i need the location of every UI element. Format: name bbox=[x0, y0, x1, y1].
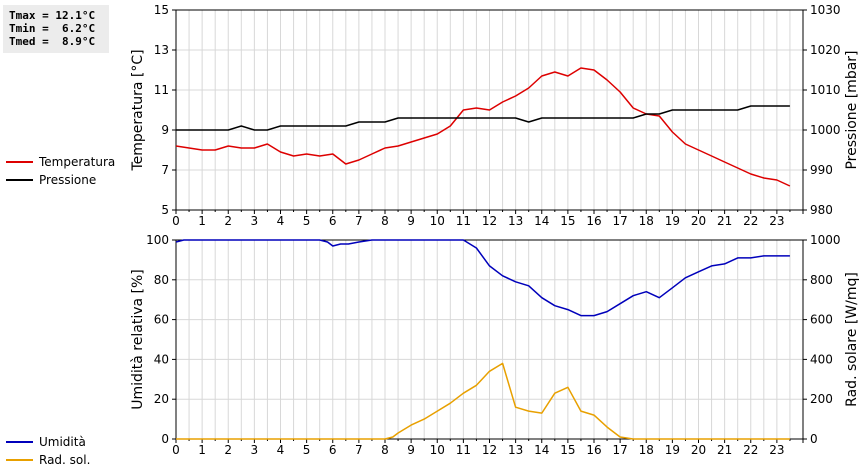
series-line-umidit bbox=[175, 239, 790, 317]
right-axis-tick-label: 1010 bbox=[810, 83, 841, 97]
right-axis-tick-label: 200 bbox=[810, 392, 833, 406]
x-axis-tick-label: 22 bbox=[743, 214, 758, 228]
legend-swatch-temperatura bbox=[6, 161, 33, 163]
x-axis-tick-label: 12 bbox=[482, 443, 497, 457]
right-axis-tick-label: 1030 bbox=[810, 3, 841, 17]
x-axis-tick-label: 23 bbox=[769, 443, 784, 457]
left-axis-tick-label: 7 bbox=[161, 163, 169, 177]
x-axis-tick-label: 7 bbox=[355, 443, 363, 457]
left-axis-tick-label: 60 bbox=[154, 313, 169, 327]
series-line-pressione bbox=[176, 105, 790, 131]
left-axis-title: Temperatura [°C] bbox=[130, 49, 146, 171]
right-axis-tick-label: 800 bbox=[810, 273, 833, 287]
legend-label-pressione: Pressione bbox=[39, 173, 97, 187]
x-axis-tick-label: 12 bbox=[482, 214, 497, 228]
x-axis-tick-label: 23 bbox=[769, 214, 784, 228]
left-axis-tick-label: 13 bbox=[154, 43, 169, 57]
x-axis-tick-label: 17 bbox=[612, 443, 627, 457]
x-axis-tick-label: 1 bbox=[198, 214, 206, 228]
x-axis-tick-label: 5 bbox=[303, 443, 311, 457]
x-axis-tick-label: 0 bbox=[172, 214, 180, 228]
x-axis-tick-label: 6 bbox=[329, 214, 337, 228]
series-line-rad-sol bbox=[176, 362, 790, 440]
x-axis-tick-label: 8 bbox=[381, 443, 389, 457]
x-axis-tick-label: 15 bbox=[560, 443, 575, 457]
legend-swatch-pressione bbox=[6, 179, 33, 181]
x-axis-tick-label: 20 bbox=[691, 443, 706, 457]
left-axis-tick-label: 11 bbox=[154, 83, 169, 97]
x-axis-tick-label: 0 bbox=[172, 443, 180, 457]
x-axis-tick-label: 3 bbox=[251, 214, 259, 228]
x-axis-tick-label: 14 bbox=[534, 214, 549, 228]
left-axis-tick-label: 40 bbox=[154, 352, 169, 366]
right-axis-tick-label: 400 bbox=[810, 352, 833, 366]
x-axis-tick-label: 22 bbox=[743, 443, 758, 457]
tmed-text: Tmed = 8.9°C bbox=[9, 35, 96, 48]
right-axis-tick-label: 990 bbox=[810, 163, 833, 177]
x-axis-tick-label: 4 bbox=[277, 443, 285, 457]
x-axis-tick-label: 11 bbox=[456, 214, 471, 228]
x-axis-tick-label: 10 bbox=[430, 214, 445, 228]
right-axis-tick-label: 1020 bbox=[810, 43, 841, 57]
right-axis-tick-label: 0 bbox=[810, 432, 818, 446]
x-axis-tick-label: 1 bbox=[198, 443, 206, 457]
left-axis-tick-label: 9 bbox=[161, 123, 169, 137]
right-axis-tick-label: 980 bbox=[810, 203, 833, 217]
left-axis-tick-label: 100 bbox=[146, 233, 169, 247]
right-axis-title: Pressione [mbar] bbox=[844, 50, 860, 169]
left-axis-tick-label: 5 bbox=[161, 203, 169, 217]
right-axis-tick-label: 600 bbox=[810, 313, 833, 327]
x-axis-tick-label: 2 bbox=[224, 214, 232, 228]
x-axis-tick-label: 6 bbox=[329, 443, 337, 457]
x-axis-tick-label: 16 bbox=[586, 214, 601, 228]
right-axis-title: Rad. solare [W/mq] bbox=[844, 272, 860, 407]
x-axis-tick-label: 19 bbox=[665, 214, 680, 228]
legend-label-umidita: Umidità bbox=[39, 435, 86, 449]
x-axis-tick-label: 10 bbox=[430, 443, 445, 457]
x-axis-tick-label: 7 bbox=[355, 214, 363, 228]
x-axis-tick-label: 11 bbox=[456, 443, 471, 457]
x-axis-tick-label: 19 bbox=[665, 443, 680, 457]
right-axis-tick-label: 1000 bbox=[810, 233, 841, 247]
x-axis-tick-label: 14 bbox=[534, 443, 549, 457]
x-axis-tick-label: 13 bbox=[508, 443, 523, 457]
x-axis-tick-label: 13 bbox=[508, 214, 523, 228]
left-axis-tick-label: 0 bbox=[161, 432, 169, 446]
left-axis-tick-label: 80 bbox=[154, 273, 169, 287]
x-axis-tick-label: 8 bbox=[381, 214, 389, 228]
x-axis-tick-label: 15 bbox=[560, 214, 575, 228]
x-axis-tick-label: 5 bbox=[303, 214, 311, 228]
x-axis-tick-label: 16 bbox=[586, 443, 601, 457]
x-axis-tick-label: 17 bbox=[612, 214, 627, 228]
legend-label-temperatura: Temperatura bbox=[39, 155, 116, 169]
left-axis-tick-label: 15 bbox=[154, 3, 169, 17]
x-axis-tick-label: 3 bbox=[251, 443, 259, 457]
x-axis-tick-label: 4 bbox=[277, 214, 285, 228]
temperature-stats-box: Tmax = 12.1°C Tmin = 6.2°C Tmed = 8.9°C bbox=[3, 5, 109, 53]
tmax-text: Tmax = 12.1°C bbox=[9, 9, 96, 22]
tmin-text: Tmin = 6.2°C bbox=[9, 22, 96, 35]
x-axis-tick-label: 21 bbox=[717, 214, 732, 228]
x-axis-tick-label: 18 bbox=[639, 214, 654, 228]
x-axis-tick-label: 2 bbox=[224, 443, 232, 457]
right-axis-tick-label: 1000 bbox=[810, 123, 841, 137]
left-axis-tick-label: 20 bbox=[154, 392, 169, 406]
x-axis-tick-label: 9 bbox=[407, 214, 415, 228]
left-axis-title: Umidità relativa [%] bbox=[130, 269, 146, 410]
series-line-temperatura bbox=[175, 67, 791, 187]
x-axis-tick-label: 21 bbox=[717, 443, 732, 457]
x-axis-tick-label: 9 bbox=[407, 443, 415, 457]
x-axis-tick-label: 20 bbox=[691, 214, 706, 228]
legend-swatch-umidita bbox=[6, 441, 33, 443]
x-axis-tick-label: 18 bbox=[639, 443, 654, 457]
